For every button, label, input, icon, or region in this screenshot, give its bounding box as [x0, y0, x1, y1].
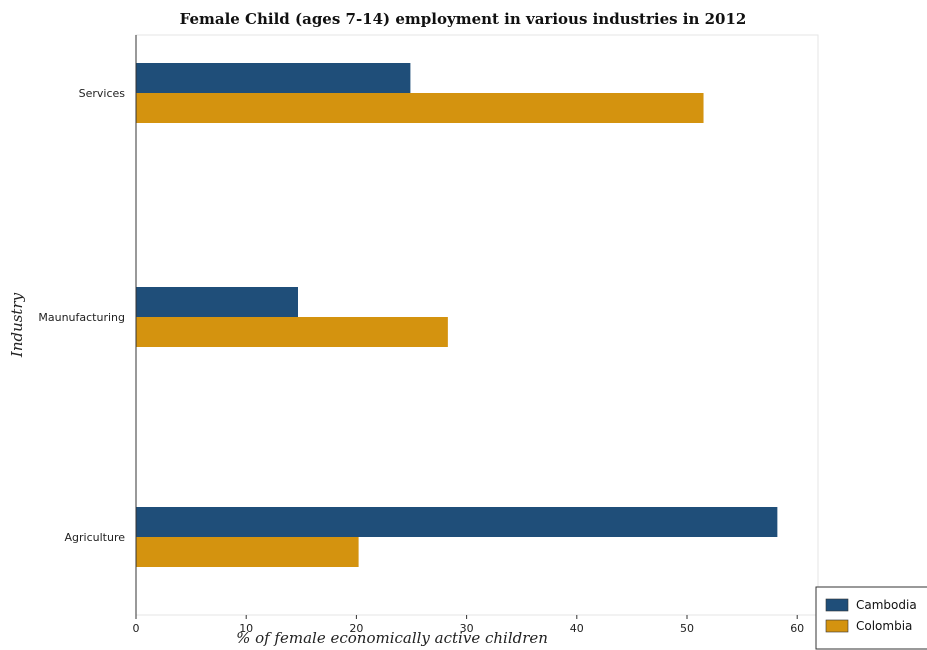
y-tick-labels: Agriculture Maunufacturing Services — [38, 87, 125, 544]
bar-colombia-services — [136, 93, 704, 123]
legend: Cambodia Colombia — [816, 587, 927, 649]
legend-box — [816, 587, 927, 649]
x-axis-label: % of female economically active children — [236, 629, 548, 647]
y-tick-label-agriculture: Agriculture — [65, 531, 126, 544]
x-tick-label: 50 — [680, 622, 694, 635]
legend-swatch-colombia — [826, 620, 848, 632]
x-tick-label: 0 — [133, 622, 140, 635]
x-tick-label: 60 — [790, 622, 804, 635]
y-axis-label: Industry — [8, 292, 26, 358]
legend-label-colombia: Colombia — [856, 619, 912, 633]
bars-group — [136, 63, 777, 567]
legend-label-cambodia: Cambodia — [856, 598, 917, 612]
legend-swatch-cambodia — [826, 599, 848, 611]
y-tick-label-maunufacturing: Maunufacturing — [38, 311, 125, 324]
x-tick-label: 40 — [570, 622, 584, 635]
bar-colombia-maunufacturing — [136, 317, 448, 347]
bar-cambodia-services — [136, 63, 410, 93]
bar-colombia-agriculture — [136, 537, 359, 567]
bar-cambodia-maunufacturing — [136, 287, 298, 317]
y-tick-label-services: Services — [79, 87, 126, 100]
chart-title: Female Child (ages 7-14) employment in v… — [180, 10, 747, 28]
bar-cambodia-agriculture — [136, 507, 777, 537]
